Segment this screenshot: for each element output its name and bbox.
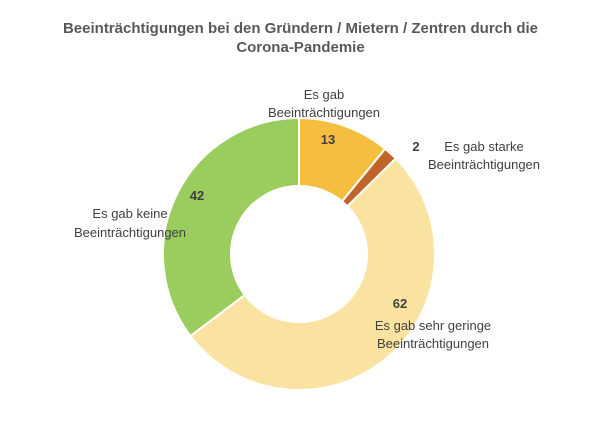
category-label-1-line-2: Beeinträchtigungen <box>428 157 540 172</box>
category-label-2-line-2: Beeinträchtigungen <box>377 336 489 351</box>
category-label-3-line-1: Es gab keine <box>92 206 167 221</box>
donut-slice-3 <box>162 116 300 338</box>
category-label-0-line-1: Es gab <box>304 87 344 102</box>
category-label-0-line-2: Beeinträchtigungen <box>268 105 380 120</box>
donut-slices <box>162 116 437 392</box>
value-label-0: 13 <box>321 132 335 147</box>
category-label-2-line-1: Es gab sehr geringe <box>375 318 491 333</box>
category-label-1-line-1: Es gab starke <box>444 139 524 154</box>
chart-title-line-2: Corona-Pandemie <box>236 39 365 56</box>
chart-title-line-1: Beeinträchtigungen bei den Gründern / Mi… <box>62 20 539 37</box>
value-label-2: 62 <box>393 296 407 311</box>
value-label-1: 2 <box>412 139 419 154</box>
donut-slice-2 <box>189 157 437 392</box>
category-label-3-line-2: Beeinträchtigungen <box>74 225 186 240</box>
value-label-3: 42 <box>190 188 204 203</box>
